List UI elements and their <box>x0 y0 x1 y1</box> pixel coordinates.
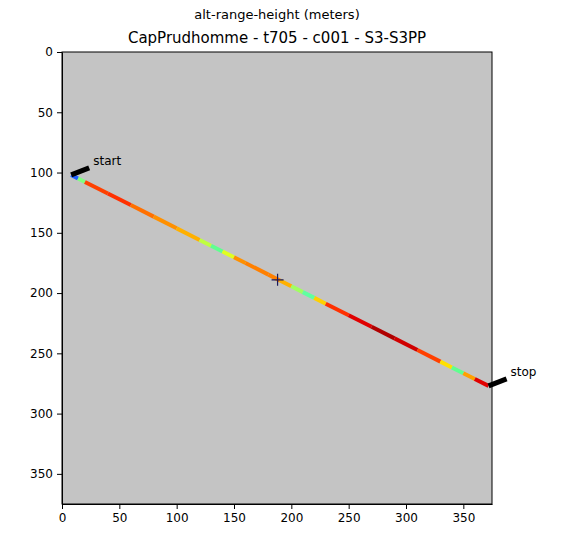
track-segment <box>131 205 154 217</box>
y-tick-mark <box>57 353 62 354</box>
y-tick: 50 <box>38 106 62 120</box>
y-tick: 250 <box>30 347 62 361</box>
y-tick: 150 <box>30 226 62 240</box>
y-tick-mark <box>57 173 62 174</box>
y-tick: 200 <box>30 286 62 300</box>
x-tick-label: 250 <box>338 511 361 525</box>
y-tick-label: 50 <box>38 106 53 120</box>
y-tick-label: 100 <box>30 166 53 180</box>
y-tick: 100 <box>30 166 62 180</box>
y-tick-mark <box>57 52 62 53</box>
x-tick: 150 <box>223 504 246 525</box>
x-tick-label: 300 <box>395 511 418 525</box>
x-tick-mark <box>119 504 120 509</box>
x-tick-mark <box>291 504 292 509</box>
track-segment <box>395 338 418 350</box>
y-tick-label: 0 <box>45 45 53 59</box>
x-tick-label: 0 <box>59 511 67 525</box>
x-tick-mark <box>349 504 350 509</box>
y-tick-mark <box>57 293 62 294</box>
y-tick-mark <box>57 112 62 113</box>
plot-frame <box>62 52 492 504</box>
x-tick: 250 <box>338 504 361 525</box>
track-segment <box>349 315 372 327</box>
track-segment <box>108 194 131 206</box>
track-segment <box>303 292 314 298</box>
y-tick: 350 <box>30 467 62 481</box>
y-tick-label: 300 <box>30 407 53 421</box>
track-segment <box>245 263 268 275</box>
track-segment <box>280 280 291 286</box>
x-tick: 100 <box>166 504 189 525</box>
track-segment <box>475 379 489 386</box>
y-axis: 0 50 100 150 200 250 300 350 <box>30 45 62 504</box>
x-tick: 0 <box>59 504 67 525</box>
x-tick-mark <box>406 504 407 509</box>
annotation-label: stop <box>511 365 537 379</box>
y-tick-mark <box>57 474 62 475</box>
y-tick-label: 350 <box>30 467 53 481</box>
track-segment <box>200 240 211 246</box>
annotation-arrow <box>489 379 507 386</box>
y-tick-mark <box>57 233 62 234</box>
x-tick-label: 50 <box>112 511 127 525</box>
track-segment <box>440 362 451 368</box>
x-tick-label: 100 <box>166 511 189 525</box>
y-tick-label: 250 <box>30 347 53 361</box>
x-tick-mark <box>177 504 178 509</box>
track-segment <box>463 373 474 379</box>
x-axis: 0 50 100 150 200 250 300 350 <box>59 504 493 525</box>
y-tick-label: 200 <box>30 286 53 300</box>
supertitle: alt-range-height (meters) <box>194 7 359 22</box>
x-tick-mark <box>62 504 63 509</box>
track-segment <box>177 228 200 240</box>
track-segment <box>291 286 302 292</box>
track-segment <box>85 182 108 194</box>
x-tick: 50 <box>112 504 127 525</box>
track-segment <box>326 304 349 316</box>
data-layer <box>71 175 488 386</box>
track-segment <box>417 350 440 362</box>
y-tick-label: 150 <box>30 226 53 240</box>
x-tick-mark <box>234 504 235 509</box>
x-tick: 300 <box>395 504 418 525</box>
chart: alt-range-height (meters) CapPrudhomme - … <box>0 0 562 539</box>
plot-background <box>62 52 492 504</box>
y-tick: 0 <box>45 45 62 59</box>
track-segment <box>223 251 234 257</box>
title: CapPrudhomme - t705 - c001 - S3-S3PP <box>128 29 426 47</box>
y-tick: 300 <box>30 407 62 421</box>
x-tick-label: 350 <box>452 511 475 525</box>
track-segment <box>78 178 85 181</box>
track-segment <box>154 217 177 229</box>
track-segment <box>452 367 463 373</box>
annotation-label: start <box>93 154 121 168</box>
center-marker <box>272 274 284 286</box>
track-segment <box>234 257 245 263</box>
track-segment <box>211 246 222 252</box>
y-tick-mark <box>57 414 62 415</box>
track-segment <box>372 327 395 339</box>
x-tick-label: 150 <box>223 511 246 525</box>
annotation-arrow <box>71 168 89 175</box>
x-tick: 350 <box>452 504 475 525</box>
x-tick-label: 200 <box>280 511 303 525</box>
x-tick-mark <box>463 504 464 509</box>
track-segment <box>314 298 325 304</box>
x-tick: 200 <box>280 504 303 525</box>
